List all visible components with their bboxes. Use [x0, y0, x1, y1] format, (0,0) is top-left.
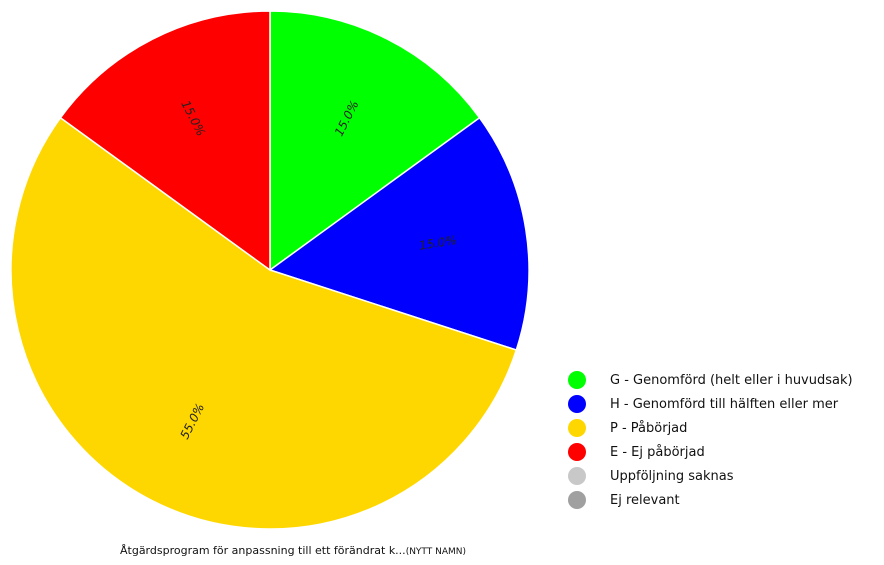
pie-slice-1[interactable]: [268, 116, 530, 351]
legend-label-g: G - Genomförd (helt eller i huvudsak): [610, 372, 853, 388]
legend-item-e[interactable]: E - Ej påbörjad: [568, 440, 853, 464]
legend-label-p: P - Påbörjad: [610, 420, 688, 436]
legend-item-ej-relevant[interactable]: Ej relevant: [568, 488, 853, 512]
legend: G - Genomförd (helt eller i huvudsak) H …: [568, 368, 853, 512]
legend-item-g[interactable]: G - Genomförd (helt eller i huvudsak): [568, 368, 853, 392]
pie-slice-2[interactable]: [10, 116, 518, 530]
legend-item-p[interactable]: P - Påbörjad: [568, 416, 853, 440]
legend-swatch-ej-relevant: [568, 491, 586, 509]
legend-swatch-h: [568, 395, 586, 413]
pie-slice-0[interactable]: [269, 10, 481, 272]
chart-caption-text: Åtgärdsprogram för anpassning till ett f…: [120, 544, 406, 557]
pie-slice-label-1: 15.0%: [418, 233, 458, 253]
legend-item-uppfoljning-saknas[interactable]: Uppföljning saknas: [568, 464, 853, 488]
legend-label-e: E - Ej påbörjad: [610, 444, 705, 460]
legend-swatch-p: [568, 419, 586, 437]
pie-slice-3[interactable]: [59, 10, 271, 272]
legend-label-uppfoljning-saknas: Uppföljning saknas: [610, 468, 734, 484]
legend-label-h: H - Genomförd till hälften eller mer: [610, 396, 839, 412]
pie-slices: [10, 10, 530, 530]
legend-swatch-e: [568, 443, 586, 461]
chart-caption: Åtgärdsprogram för anpassning till ett f…: [120, 544, 466, 557]
legend-swatch-g: [568, 371, 586, 389]
chart-caption-suffix: (NYTT NAMN): [405, 547, 467, 557]
legend-item-h[interactable]: H - Genomförd till hälften eller mer: [568, 392, 853, 416]
legend-swatch-uppfoljning-saknas: [568, 467, 586, 485]
legend-label-ej-relevant: Ej relevant: [610, 492, 680, 508]
